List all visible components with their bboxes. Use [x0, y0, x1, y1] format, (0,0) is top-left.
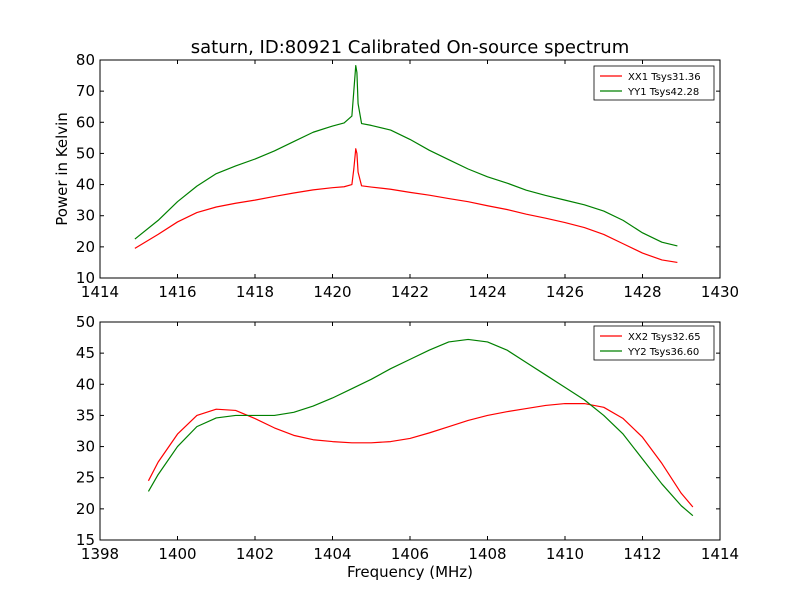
x-tick-label: 1414: [701, 545, 739, 563]
y-tick-label: 50: [76, 144, 95, 162]
y-tick-label: 60: [76, 113, 95, 131]
x-tick-label: 1402: [236, 545, 274, 563]
x-axis-label: Frequency (MHz): [347, 563, 473, 581]
y-tick-label: 10: [76, 269, 95, 287]
y-tick-label: 35: [76, 406, 95, 424]
plot-top: 1414 1416 1418 1420 1422 1424 1426 1428 1430 10 20…: [76, 51, 739, 301]
legend-label: XX1 Tsys31.36: [628, 72, 701, 83]
y-tick-label: 25: [76, 469, 95, 487]
y-tick-label: 45: [76, 344, 95, 362]
x-tick-label: 1426: [546, 283, 584, 301]
x-tick-label: 1410: [546, 545, 584, 563]
legend: XX1 Tsys31.36 YY1 Tsys42.28: [593, 65, 715, 101]
x-tick-label: 1404: [313, 545, 351, 563]
x-tick-label: 1398: [81, 545, 119, 563]
x-tick-label: 1424: [468, 283, 506, 301]
series-line-2-1: [147, 402, 694, 508]
y-tick-label: 50: [76, 313, 95, 331]
x-tick-label: 1430: [701, 283, 739, 301]
series-line-1-1: [134, 148, 678, 264]
legend-box: [593, 325, 715, 361]
chart-title: saturn, ID:80921 Calibrated On-source sp…: [191, 37, 630, 58]
y-tick-label: 30: [76, 207, 95, 225]
legend: XX2 Tsys32.65 YY2 Tsys36.60: [593, 325, 715, 361]
x-tick-label: 1412: [623, 545, 661, 563]
x-tick-label: 1418: [236, 283, 274, 301]
x-tick-label: 1414: [81, 283, 119, 301]
y-tick-label: 70: [76, 82, 95, 100]
y-tick-label: 15: [76, 531, 95, 549]
x-tick-label: 1406: [391, 545, 429, 563]
y-tick-label: 80: [76, 51, 95, 69]
legend-label: XX2 Tsys32.65: [628, 332, 701, 343]
plot-bottom: 1398 1400 1402 1404 1406 1408 1410 1412 1414 15 20…: [76, 313, 739, 563]
y-tick-label: 20: [76, 238, 95, 256]
legend-label: YY1 Tsys42.28: [627, 87, 699, 98]
legend-label: YY2 Tsys36.60: [627, 347, 699, 358]
legend-box: [593, 65, 715, 101]
x-tick-label: 1428: [623, 283, 661, 301]
x-tick-label: 1420: [313, 283, 351, 301]
x-tick-label: 1408: [468, 545, 506, 563]
y-tick-label: 20: [76, 500, 95, 518]
series-line-2-2: [147, 338, 694, 517]
x-tick-label: 1400: [158, 545, 196, 563]
series-line-1-2: [134, 65, 678, 247]
x-tick-label: 1422: [391, 283, 429, 301]
y-tick-label: 30: [76, 438, 95, 456]
x-tick-label: 1416: [158, 283, 196, 301]
y-tick-label: 40: [76, 375, 95, 393]
y-axis-label: Power in Kelvin: [53, 112, 71, 226]
y-tick-label: 40: [76, 176, 95, 194]
